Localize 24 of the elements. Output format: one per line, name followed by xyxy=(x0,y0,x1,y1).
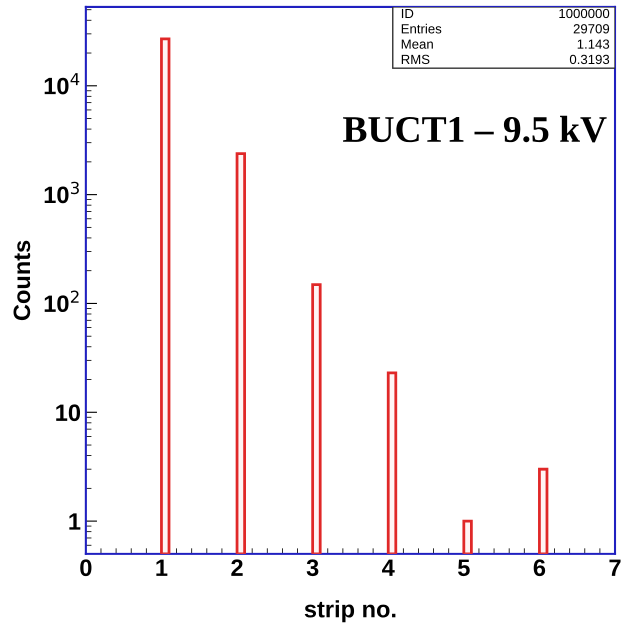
annotation: Mean xyxy=(402,40,433,49)
x-tick-label: 3 xyxy=(306,559,318,576)
annotation: Entries xyxy=(402,24,442,34)
x-tick-label: 7 xyxy=(609,560,621,576)
y-tick-label: 10$^{4}$ xyxy=(44,73,80,94)
annotation: 1.143 xyxy=(578,39,610,49)
x-tick-label: 4 xyxy=(382,560,395,576)
y-tick-label: 10 xyxy=(56,404,80,422)
annotation: 29709 xyxy=(574,24,610,34)
y-tick-label: 10$^{2}$ xyxy=(44,290,79,312)
annotation: 1000000 xyxy=(559,8,610,18)
x-axis-title: strip no. xyxy=(304,600,396,622)
x-tick-label: 0 xyxy=(80,559,92,576)
annotation: ID xyxy=(402,8,414,18)
annotation: 0.3193 xyxy=(570,54,610,64)
x-tick-label: 1 xyxy=(156,560,168,576)
y-tick-label: 1 xyxy=(69,513,80,530)
x-tick-label: 2 xyxy=(231,559,243,576)
x-tick-label: 6 xyxy=(534,559,546,576)
y-axis-title: Counts xyxy=(14,240,30,320)
x-tick-label: 5 xyxy=(458,560,470,576)
y-tick-label: 10$^{3}$ xyxy=(44,182,79,204)
annotation: RMS xyxy=(402,54,430,64)
text: BUCT1 – 9.5 kV xyxy=(343,116,607,142)
